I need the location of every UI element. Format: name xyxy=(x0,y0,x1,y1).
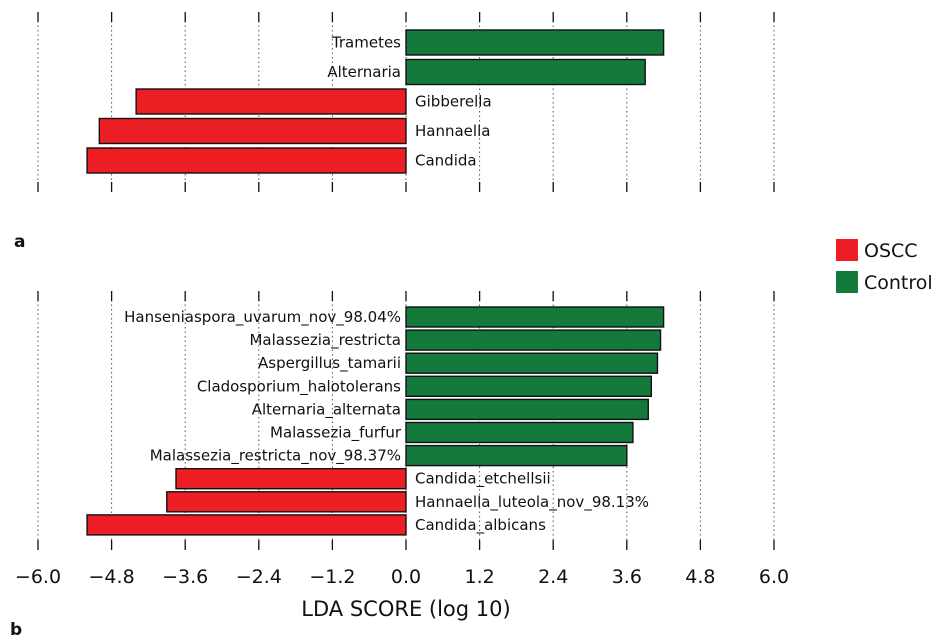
bar-label: Trametes xyxy=(331,34,401,52)
bar-oscc xyxy=(175,468,407,490)
x-tick-label: −2.4 xyxy=(236,566,282,588)
bar-oscc xyxy=(98,117,407,145)
bar-control xyxy=(405,375,653,397)
bar-label: Malassezia_restricta xyxy=(249,331,401,350)
bar-label: Gibberella xyxy=(415,93,492,111)
legend-label: Control xyxy=(864,272,933,294)
bar-label: Candida_albicans xyxy=(415,516,546,535)
bar-oscc xyxy=(166,491,407,513)
x-tick-label: −4.8 xyxy=(89,566,135,588)
bar-control xyxy=(405,306,665,328)
bar-oscc xyxy=(86,514,407,536)
bar-label: Candida xyxy=(415,152,477,170)
legend-swatch xyxy=(836,271,858,293)
x-tick-label: 1.2 xyxy=(464,566,494,588)
x-tick-label: −3.6 xyxy=(162,566,208,588)
x-tick-label: −6.0 xyxy=(15,566,61,588)
bar-control xyxy=(405,329,662,351)
legend-label: OSCC xyxy=(864,240,918,262)
bar-control xyxy=(405,29,665,56)
x-tick-label: 0.0 xyxy=(391,566,421,588)
legend-swatch xyxy=(836,239,858,261)
x-tick-label: 6.0 xyxy=(759,566,789,588)
bar-label: Hanseniaspora_uvarum_nov_98.04% xyxy=(124,308,401,327)
bar-label: Malassezia_furfur xyxy=(270,424,402,443)
panel-label: b xyxy=(10,620,22,640)
x-tick-label: −1.2 xyxy=(309,566,355,588)
bar-label: Alternaria_alternata xyxy=(252,400,401,419)
bar-label: Aspergillus_tamarii xyxy=(258,354,401,373)
legend: OSCC Control xyxy=(836,239,933,294)
bar-label: Hannaella_luteola_nov_98.13% xyxy=(415,493,649,512)
bar-control xyxy=(405,58,646,86)
x-tick-label: 2.4 xyxy=(538,566,568,588)
panel-b: Hanseniaspora_uvarum_nov_98.04% Malassezi… xyxy=(10,291,789,640)
bar-control xyxy=(405,421,634,444)
bar-label: Alternaria xyxy=(327,63,401,81)
x-axis-title: LDA SCORE (log 10) xyxy=(301,597,510,621)
bar-label: Cladosporium_halotolerans xyxy=(197,377,401,396)
bar-label: Malassezia_restricta_nov_98.37% xyxy=(150,447,401,466)
bar-oscc xyxy=(86,147,407,174)
bar-oscc xyxy=(135,88,407,115)
bar-label: Candida_etchellsii xyxy=(415,470,551,489)
panel-a: Trametes Alternaria Gibberella Hannaella Can… xyxy=(14,12,775,252)
x-tick-label: 3.6 xyxy=(612,566,642,588)
bar-control xyxy=(405,352,659,374)
x-tick-label: 4.8 xyxy=(685,566,715,588)
panel-label: a xyxy=(14,232,25,252)
bar-control xyxy=(405,444,628,467)
bar-label: Hannaella xyxy=(415,122,490,140)
bar-control xyxy=(405,398,649,421)
